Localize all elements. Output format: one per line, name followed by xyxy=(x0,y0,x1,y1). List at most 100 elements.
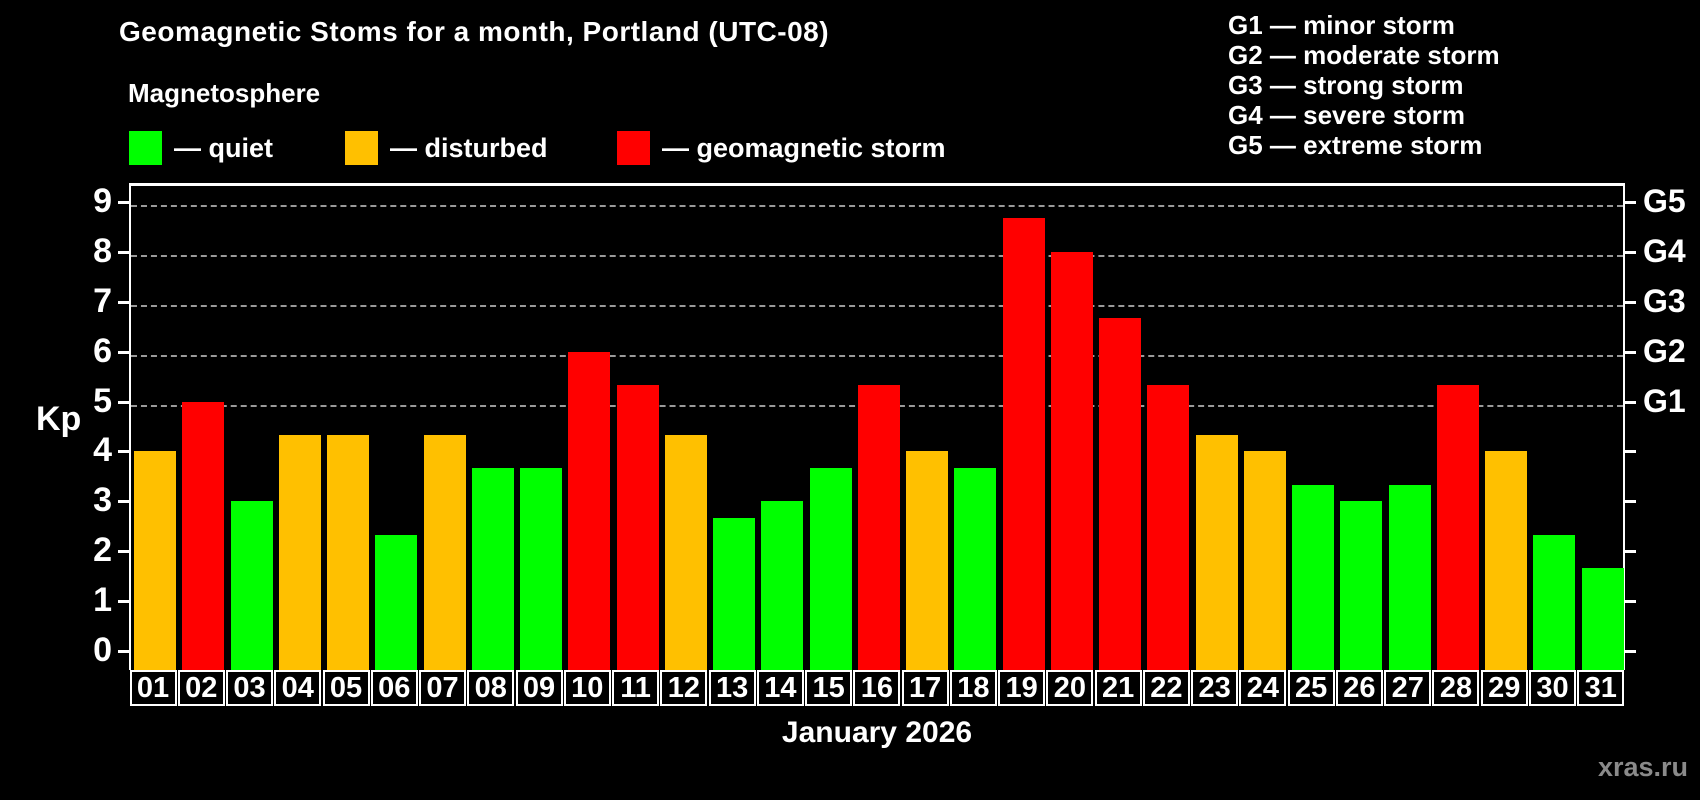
g-legend-line: G3 — strong storm xyxy=(1228,70,1464,100)
g-axis-label-G5: G5 xyxy=(1643,182,1686,219)
y-tick-label-1: 1 xyxy=(93,581,112,620)
day-label-31: 31 xyxy=(1577,670,1625,706)
y-tick-mark-right xyxy=(1625,200,1636,204)
day-label-09: 09 xyxy=(515,670,563,706)
bar-day-27 xyxy=(1388,484,1431,670)
day-label-10: 10 xyxy=(563,670,611,706)
quiet-swatch-icon xyxy=(129,131,162,165)
y-tick-mark-left xyxy=(118,550,129,554)
bar-day-02 xyxy=(182,401,225,670)
watermark: xras.ru xyxy=(1597,752,1688,782)
g-legend-line: G4 — severe storm xyxy=(1228,100,1466,130)
day-label-14: 14 xyxy=(756,670,804,706)
day-label-06: 06 xyxy=(370,670,418,706)
day-label-05: 05 xyxy=(322,670,370,706)
g-legend-line: G1 — minor storm xyxy=(1228,10,1455,40)
bar-day-30 xyxy=(1533,534,1576,670)
y-tick-label-3: 3 xyxy=(93,481,112,520)
day-label-30: 30 xyxy=(1528,670,1576,706)
gridline-kp-8 xyxy=(131,254,1623,257)
day-label-17: 17 xyxy=(901,670,949,706)
y-tick-mark-right xyxy=(1625,300,1636,304)
y-tick-mark-right xyxy=(1625,400,1636,404)
bar-day-19 xyxy=(1002,218,1045,670)
bar-day-12 xyxy=(664,434,707,670)
day-label-26: 26 xyxy=(1335,670,1383,706)
day-label-03: 03 xyxy=(226,670,274,706)
chart-title: Geomagnetic Stoms for a month, Portland … xyxy=(119,16,830,47)
bar-day-08 xyxy=(471,467,514,670)
day-label-24: 24 xyxy=(1239,670,1287,706)
bar-day-25 xyxy=(1292,484,1335,670)
bar-day-11 xyxy=(616,385,659,670)
bar-day-07 xyxy=(423,434,466,670)
legend-label-quiet: — quiet xyxy=(174,132,273,163)
day-label-strip: 01 02 03 04 05 06 07 08 09 10 11 12 13 14 15 16 17 18 19 20… xyxy=(129,670,1625,708)
y-tick-mark-left xyxy=(118,650,129,653)
legend-item-quiet: — quiet xyxy=(129,131,273,165)
bar-day-03 xyxy=(230,501,273,670)
g-axis-label-G1: G1 xyxy=(1643,382,1686,419)
storm-swatch-icon xyxy=(617,131,650,165)
bar-day-13 xyxy=(713,517,756,670)
bar-day-10 xyxy=(568,351,611,670)
y-tick-label-4: 4 xyxy=(93,431,112,470)
gridline-kp-6 xyxy=(131,354,1623,357)
y-tick-mark-left xyxy=(118,200,129,204)
y-tick-mark-right xyxy=(1625,650,1636,653)
y-tick-mark-left xyxy=(118,250,129,254)
bar-day-14 xyxy=(761,501,804,670)
g-legend-line: G5 — extreme storm xyxy=(1228,130,1483,160)
g-axis-label-G2: G2 xyxy=(1643,332,1686,369)
y-tick-mark-left xyxy=(118,400,129,404)
bar-day-31 xyxy=(1581,567,1624,670)
day-label-15: 15 xyxy=(805,670,853,706)
magnetosphere-label: Magnetosphere xyxy=(128,78,321,108)
y-tick-label-5: 5 xyxy=(93,381,112,420)
kp-axis-title: Kp xyxy=(36,400,82,438)
day-label-13: 13 xyxy=(708,670,756,706)
day-label-22: 22 xyxy=(1142,670,1190,706)
day-label-23: 23 xyxy=(1191,670,1239,706)
bar-day-28 xyxy=(1436,385,1479,670)
day-label-11: 11 xyxy=(612,670,660,706)
y-tick-mark-left xyxy=(118,500,129,504)
g-axis-label-G4: G4 xyxy=(1643,232,1686,269)
bar-day-21 xyxy=(1099,318,1142,670)
gridline-kp-7 xyxy=(131,304,1623,307)
y-tick-mark-right xyxy=(1625,600,1636,604)
day-label-16: 16 xyxy=(853,670,901,706)
day-label-08: 08 xyxy=(467,670,515,706)
gridline-kp-9 xyxy=(131,204,1623,207)
y-tick-label-6: 6 xyxy=(93,331,112,370)
y-tick-label-9: 9 xyxy=(93,181,112,220)
y-tick-label-2: 2 xyxy=(93,531,112,570)
y-tick-mark-right xyxy=(1625,350,1636,354)
g-scale-legend: G1 — minor storm G2 — moderate storm G3 — … xyxy=(1228,10,1500,160)
bar-day-18 xyxy=(954,467,997,670)
y-tick-label-7: 7 xyxy=(93,281,112,320)
day-label-19: 19 xyxy=(998,670,1046,706)
day-label-27: 27 xyxy=(1384,670,1432,706)
day-label-02: 02 xyxy=(177,670,225,706)
bar-day-04 xyxy=(278,434,321,670)
day-label-28: 28 xyxy=(1432,670,1480,706)
y-tick-label-8: 8 xyxy=(93,231,112,270)
bar-day-15 xyxy=(809,467,852,670)
y-tick-mark-right xyxy=(1625,550,1636,554)
bar-day-05 xyxy=(327,434,370,670)
legend-item-storm: — geomagnetic storm xyxy=(617,131,946,165)
y-tick-mark-left xyxy=(118,350,129,354)
legend-label-storm: — geomagnetic storm xyxy=(662,132,946,163)
y-tick-mark-left xyxy=(118,600,129,604)
month-label: January 2026 xyxy=(781,716,973,749)
plot-area xyxy=(129,183,1625,670)
bar-day-17 xyxy=(906,451,949,670)
bar-day-23 xyxy=(1195,434,1238,670)
day-label-20: 20 xyxy=(1046,670,1094,706)
bar-day-01 xyxy=(134,451,176,670)
bar-day-09 xyxy=(520,467,563,670)
g-legend-line: G2 — moderate storm xyxy=(1228,40,1500,70)
bar-day-06 xyxy=(375,534,418,670)
